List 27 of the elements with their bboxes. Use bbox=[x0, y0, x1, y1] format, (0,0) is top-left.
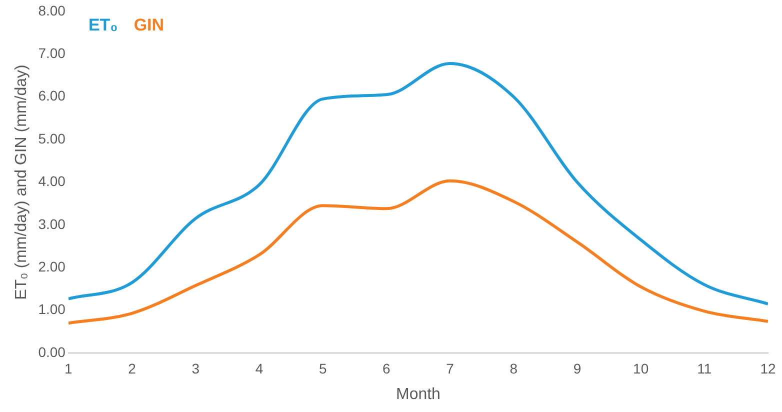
y-tick-label: 4.00 bbox=[38, 173, 66, 190]
text: GIN bbox=[134, 16, 164, 35]
x-tick-label: 1 bbox=[64, 360, 73, 376]
x-tick-label: 11 bbox=[697, 360, 712, 376]
x-tick-label: 2 bbox=[128, 360, 136, 376]
y-axis-title: ET₀ (mm/day) and GIN (mm/day) bbox=[13, 64, 30, 300]
y-tick-label: 0.00 bbox=[38, 344, 66, 360]
y-tick-label: 5.00 bbox=[38, 130, 66, 146]
text: ET₀ bbox=[88, 16, 118, 35]
x-tick-label: 6 bbox=[382, 360, 391, 376]
y-tick-label: 8.00 bbox=[38, 2, 66, 18]
y-tick-label: 2.00 bbox=[38, 258, 66, 274]
x-tick-label: 3 bbox=[192, 360, 200, 376]
y-tick-label: 3.00 bbox=[38, 216, 66, 232]
x-axis-title: Month bbox=[396, 386, 440, 403]
x-tick-label: 12 bbox=[760, 360, 776, 376]
x-tick-label: 7 bbox=[446, 360, 454, 376]
x-tick-label: 5 bbox=[318, 360, 327, 376]
x-tick-label: 10 bbox=[633, 360, 649, 376]
x-tick-label: 8 bbox=[510, 360, 518, 376]
line-series bbox=[68, 179, 768, 325]
y-tick-label: 1.00 bbox=[38, 301, 66, 318]
x-tick-label: 4 bbox=[255, 360, 264, 376]
y-tick-label: 6.00 bbox=[38, 88, 66, 104]
x-tick-label: 9 bbox=[573, 360, 582, 376]
line-series bbox=[68, 62, 768, 306]
y-tick-label: 7.00 bbox=[38, 44, 66, 61]
